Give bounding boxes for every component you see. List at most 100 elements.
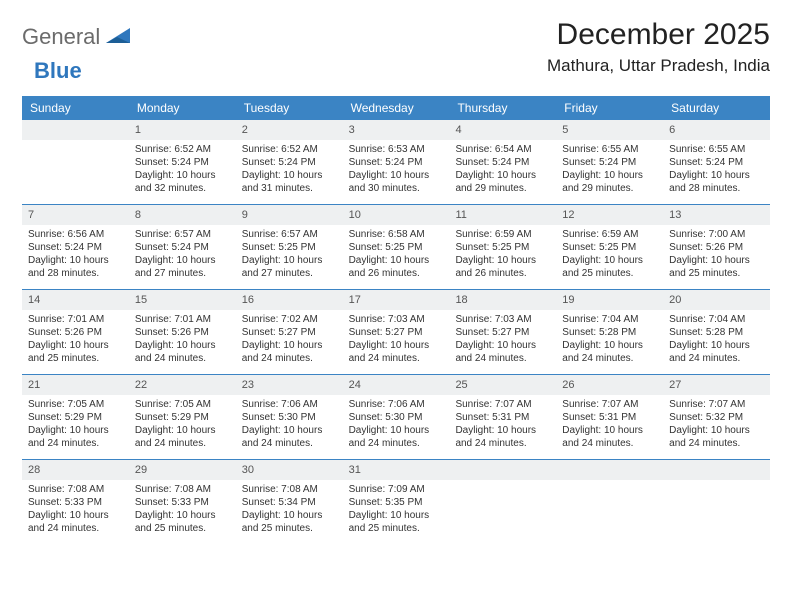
day-number: 29 [129, 460, 236, 480]
daylight-text: Daylight: 10 hours and 26 minutes. [349, 254, 444, 280]
sunrise-text: Sunrise: 7:03 AM [455, 313, 550, 326]
day-number: 4 [449, 120, 556, 140]
daylight-text: Daylight: 10 hours and 24 minutes. [28, 424, 123, 450]
day-number: 2 [236, 120, 343, 140]
day-body: Sunrise: 7:00 AMSunset: 5:26 PMDaylight:… [663, 225, 770, 286]
daylight-text: Daylight: 10 hours and 27 minutes. [135, 254, 230, 280]
brand-blue: Blue [34, 58, 82, 84]
day-cell: 21Sunrise: 7:05 AMSunset: 5:29 PMDayligh… [22, 375, 129, 459]
daylight-text: Daylight: 10 hours and 25 minutes. [349, 509, 444, 535]
day-number [22, 120, 129, 140]
day-cell: 1Sunrise: 6:52 AMSunset: 5:24 PMDaylight… [129, 120, 236, 204]
daylight-text: Daylight: 10 hours and 29 minutes. [455, 169, 550, 195]
daylight-text: Daylight: 10 hours and 25 minutes. [669, 254, 764, 280]
day-body: Sunrise: 7:03 AMSunset: 5:27 PMDaylight:… [343, 310, 450, 371]
sunset-text: Sunset: 5:32 PM [669, 411, 764, 424]
sunrise-text: Sunrise: 7:06 AM [242, 398, 337, 411]
sunset-text: Sunset: 5:27 PM [242, 326, 337, 339]
daylight-text: Daylight: 10 hours and 24 minutes. [349, 339, 444, 365]
day-body: Sunrise: 6:55 AMSunset: 5:24 PMDaylight:… [663, 140, 770, 201]
sunset-text: Sunset: 5:26 PM [669, 241, 764, 254]
day-body: Sunrise: 6:58 AMSunset: 5:25 PMDaylight:… [343, 225, 450, 286]
day-number: 23 [236, 375, 343, 395]
sunrise-text: Sunrise: 6:57 AM [135, 228, 230, 241]
sunrise-text: Sunrise: 7:02 AM [242, 313, 337, 326]
day-cell: 22Sunrise: 7:05 AMSunset: 5:29 PMDayligh… [129, 375, 236, 459]
day-number: 20 [663, 290, 770, 310]
day-cell: 8Sunrise: 6:57 AMSunset: 5:24 PMDaylight… [129, 205, 236, 289]
day-body: Sunrise: 7:01 AMSunset: 5:26 PMDaylight:… [129, 310, 236, 371]
sunrise-text: Sunrise: 7:04 AM [669, 313, 764, 326]
dow-cell: Friday [556, 96, 663, 120]
daylight-text: Daylight: 10 hours and 24 minutes. [28, 509, 123, 535]
dow-cell: Saturday [663, 96, 770, 120]
day-body: Sunrise: 7:04 AMSunset: 5:28 PMDaylight:… [663, 310, 770, 371]
sunrise-text: Sunrise: 7:03 AM [349, 313, 444, 326]
dow-cell: Tuesday [236, 96, 343, 120]
day-cell: 7Sunrise: 6:56 AMSunset: 5:24 PMDaylight… [22, 205, 129, 289]
day-cell: 28Sunrise: 7:08 AMSunset: 5:33 PMDayligh… [22, 460, 129, 544]
sunset-text: Sunset: 5:31 PM [455, 411, 550, 424]
sunset-text: Sunset: 5:29 PM [28, 411, 123, 424]
sunset-text: Sunset: 5:33 PM [28, 496, 123, 509]
day-number: 21 [22, 375, 129, 395]
sunrise-text: Sunrise: 6:52 AM [242, 143, 337, 156]
day-body: Sunrise: 7:09 AMSunset: 5:35 PMDaylight:… [343, 480, 450, 541]
day-body: Sunrise: 6:52 AMSunset: 5:24 PMDaylight:… [236, 140, 343, 201]
daylight-text: Daylight: 10 hours and 24 minutes. [242, 339, 337, 365]
daylight-text: Daylight: 10 hours and 32 minutes. [135, 169, 230, 195]
sunset-text: Sunset: 5:24 PM [349, 156, 444, 169]
week-row: 1Sunrise: 6:52 AMSunset: 5:24 PMDaylight… [22, 120, 770, 205]
daylight-text: Daylight: 10 hours and 30 minutes. [349, 169, 444, 195]
day-cell: 25Sunrise: 7:07 AMSunset: 5:31 PMDayligh… [449, 375, 556, 459]
day-cell: 23Sunrise: 7:06 AMSunset: 5:30 PMDayligh… [236, 375, 343, 459]
day-body: Sunrise: 6:53 AMSunset: 5:24 PMDaylight:… [343, 140, 450, 201]
sunrise-text: Sunrise: 7:06 AM [349, 398, 444, 411]
day-number: 9 [236, 205, 343, 225]
sunrise-text: Sunrise: 6:55 AM [562, 143, 657, 156]
sunrise-text: Sunrise: 6:59 AM [455, 228, 550, 241]
day-number [449, 460, 556, 480]
day-cell: 12Sunrise: 6:59 AMSunset: 5:25 PMDayligh… [556, 205, 663, 289]
sunrise-text: Sunrise: 7:07 AM [562, 398, 657, 411]
day-number: 24 [343, 375, 450, 395]
daylight-text: Daylight: 10 hours and 29 minutes. [562, 169, 657, 195]
week-row: 7Sunrise: 6:56 AMSunset: 5:24 PMDaylight… [22, 205, 770, 290]
day-body: Sunrise: 7:02 AMSunset: 5:27 PMDaylight:… [236, 310, 343, 371]
sunrise-text: Sunrise: 7:07 AM [455, 398, 550, 411]
day-number: 30 [236, 460, 343, 480]
brand-triangle-icon [106, 26, 132, 49]
day-body: Sunrise: 6:55 AMSunset: 5:24 PMDaylight:… [556, 140, 663, 201]
daylight-text: Daylight: 10 hours and 24 minutes. [562, 339, 657, 365]
location-label: Mathura, Uttar Pradesh, India [547, 56, 770, 76]
sunrise-text: Sunrise: 6:55 AM [669, 143, 764, 156]
day-number: 15 [129, 290, 236, 310]
day-cell [556, 460, 663, 544]
day-number: 11 [449, 205, 556, 225]
sunset-text: Sunset: 5:24 PM [669, 156, 764, 169]
daylight-text: Daylight: 10 hours and 24 minutes. [242, 424, 337, 450]
day-number: 5 [556, 120, 663, 140]
sunrise-text: Sunrise: 7:07 AM [669, 398, 764, 411]
sunset-text: Sunset: 5:30 PM [349, 411, 444, 424]
day-number: 1 [129, 120, 236, 140]
day-number: 26 [556, 375, 663, 395]
day-body: Sunrise: 7:05 AMSunset: 5:29 PMDaylight:… [129, 395, 236, 456]
day-cell: 9Sunrise: 6:57 AMSunset: 5:25 PMDaylight… [236, 205, 343, 289]
sunrise-text: Sunrise: 7:05 AM [135, 398, 230, 411]
sunrise-text: Sunrise: 6:56 AM [28, 228, 123, 241]
sunset-text: Sunset: 5:24 PM [135, 241, 230, 254]
day-cell: 20Sunrise: 7:04 AMSunset: 5:28 PMDayligh… [663, 290, 770, 374]
day-cell: 31Sunrise: 7:09 AMSunset: 5:35 PMDayligh… [343, 460, 450, 544]
day-body: Sunrise: 7:07 AMSunset: 5:31 PMDaylight:… [449, 395, 556, 456]
sunset-text: Sunset: 5:27 PM [455, 326, 550, 339]
day-cell [22, 120, 129, 204]
sunset-text: Sunset: 5:24 PM [562, 156, 657, 169]
day-cell: 2Sunrise: 6:52 AMSunset: 5:24 PMDaylight… [236, 120, 343, 204]
sunrise-text: Sunrise: 6:53 AM [349, 143, 444, 156]
sunset-text: Sunset: 5:26 PM [28, 326, 123, 339]
sunrise-text: Sunrise: 7:01 AM [135, 313, 230, 326]
day-body: Sunrise: 6:56 AMSunset: 5:24 PMDaylight:… [22, 225, 129, 286]
day-cell: 27Sunrise: 7:07 AMSunset: 5:32 PMDayligh… [663, 375, 770, 459]
day-body: Sunrise: 6:54 AMSunset: 5:24 PMDaylight:… [449, 140, 556, 201]
